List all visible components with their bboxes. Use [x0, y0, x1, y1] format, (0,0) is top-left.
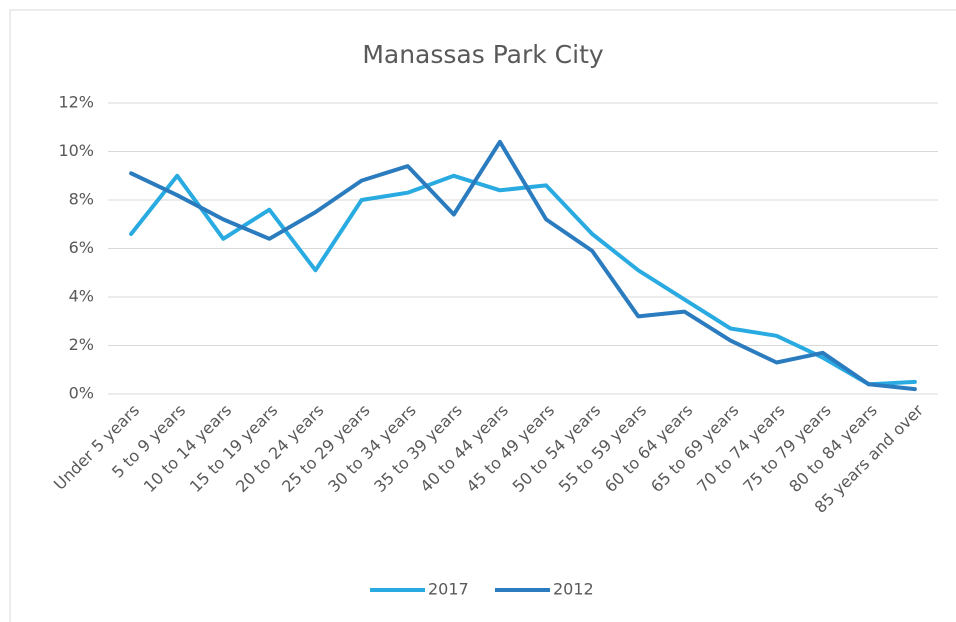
y-tick-label: 8%: [69, 190, 94, 209]
y-tick-label: 6%: [69, 238, 94, 257]
series-line: [129, 139, 917, 392]
legend-label: 2012: [553, 580, 594, 599]
y-tick-label: 0%: [69, 384, 94, 403]
legend-label: 2017: [428, 580, 469, 599]
chart-title: Manassas Park City: [362, 40, 604, 69]
y-tick-label: 2%: [69, 335, 94, 354]
y-tick-label: 12%: [58, 93, 94, 112]
y-tick-label: 4%: [69, 287, 94, 306]
y-tick-label: 10%: [58, 141, 94, 160]
chart-frame: [9, 9, 956, 622]
series-line: [129, 173, 917, 387]
